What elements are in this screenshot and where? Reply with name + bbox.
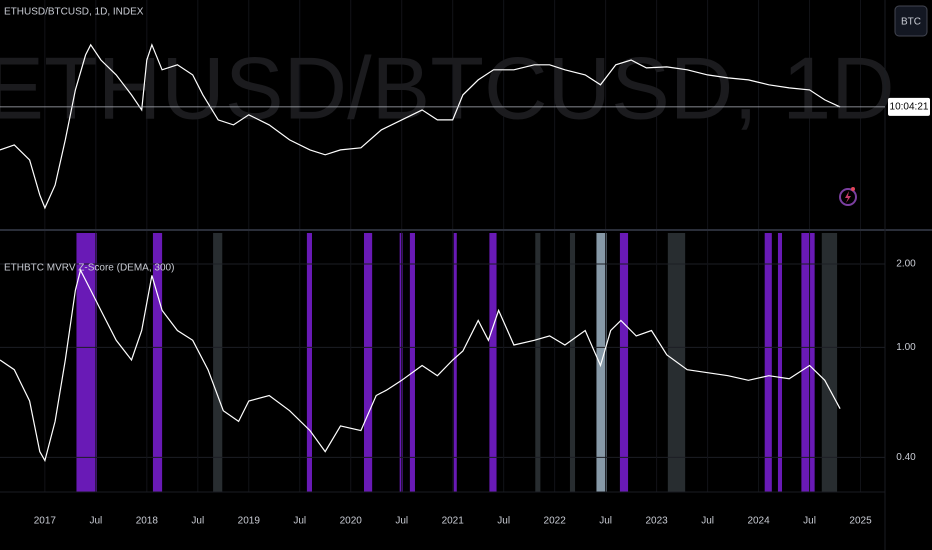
x-tick-label: 2022 (544, 516, 567, 527)
x-tick-label: 2021 (442, 516, 465, 527)
x-tick-label: Jul (293, 516, 306, 527)
pane-title: ETHBTC MVRV Z-Score (DEMA, 300) (4, 263, 174, 274)
series-line (0, 43, 841, 210)
signal-band (213, 233, 223, 492)
symbol-button[interactable] (894, 5, 928, 37)
signal-band (152, 233, 163, 492)
signal-band (764, 233, 772, 492)
x-tick-label: 2025 (849, 516, 872, 527)
symbol-button-label[interactable]: BTC (901, 17, 921, 28)
y-tick-label: 0.40 (896, 452, 916, 463)
x-tick-label: 2020 (340, 516, 363, 527)
signal-band (569, 233, 576, 492)
signal-band (409, 233, 415, 492)
x-tick-label: Jul (89, 516, 102, 527)
watermark: ETHUSD/BTCUSD, 1D (0, 38, 895, 137)
icon-dot[interactable] (851, 187, 855, 191)
signal-band (489, 233, 497, 492)
signal-band (821, 233, 838, 492)
y-tick-label: 1.00 (896, 342, 916, 353)
x-tick-label: 2019 (238, 516, 261, 527)
price-label: 10:04:21 (890, 102, 929, 113)
x-tick-label: 2023 (645, 516, 668, 527)
signal-band (535, 233, 541, 492)
signal-band (777, 233, 783, 492)
signal-band (619, 233, 629, 492)
x-tick-label: Jul (599, 516, 612, 527)
icon-ring[interactable] (839, 188, 857, 206)
x-tick-label: Jul (191, 516, 204, 527)
x-tick-label: Jul (497, 516, 510, 527)
signal-band (453, 233, 457, 492)
price-label-box (888, 97, 930, 116)
x-tick-label: 2024 (747, 516, 770, 527)
series-line (0, 268, 841, 463)
signal-band (399, 233, 403, 492)
alert-icon[interactable] (839, 187, 857, 206)
signal-band (801, 233, 815, 492)
x-tick-label: Jul (803, 516, 816, 527)
signal-band (306, 233, 312, 492)
y-tick-label: 2.00 (896, 259, 916, 270)
band-layer (0, 0, 885, 492)
x-tick-label: 2018 (136, 516, 159, 527)
signal-band (76, 233, 97, 492)
icon-bolt[interactable] (845, 191, 851, 203)
x-tick-label: 2017 (34, 516, 57, 527)
pane-title: ETHUSD/BTCUSD, 1D, INDEX (4, 7, 144, 18)
signal-band (363, 233, 373, 492)
x-tick-label: Jul (701, 516, 714, 527)
x-tick-label: Jul (395, 516, 408, 527)
